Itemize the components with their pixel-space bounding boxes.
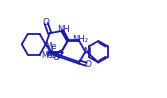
Text: NH₂: NH₂ <box>72 35 88 44</box>
Text: N: N <box>46 48 53 57</box>
Text: Me: Me <box>45 42 56 51</box>
Text: O: O <box>53 53 60 62</box>
Text: N: N <box>83 47 89 56</box>
Text: NH: NH <box>57 25 70 34</box>
Text: O: O <box>49 51 56 59</box>
Text: Me: Me <box>41 51 53 60</box>
Text: O: O <box>84 60 91 69</box>
Text: O: O <box>42 18 49 27</box>
